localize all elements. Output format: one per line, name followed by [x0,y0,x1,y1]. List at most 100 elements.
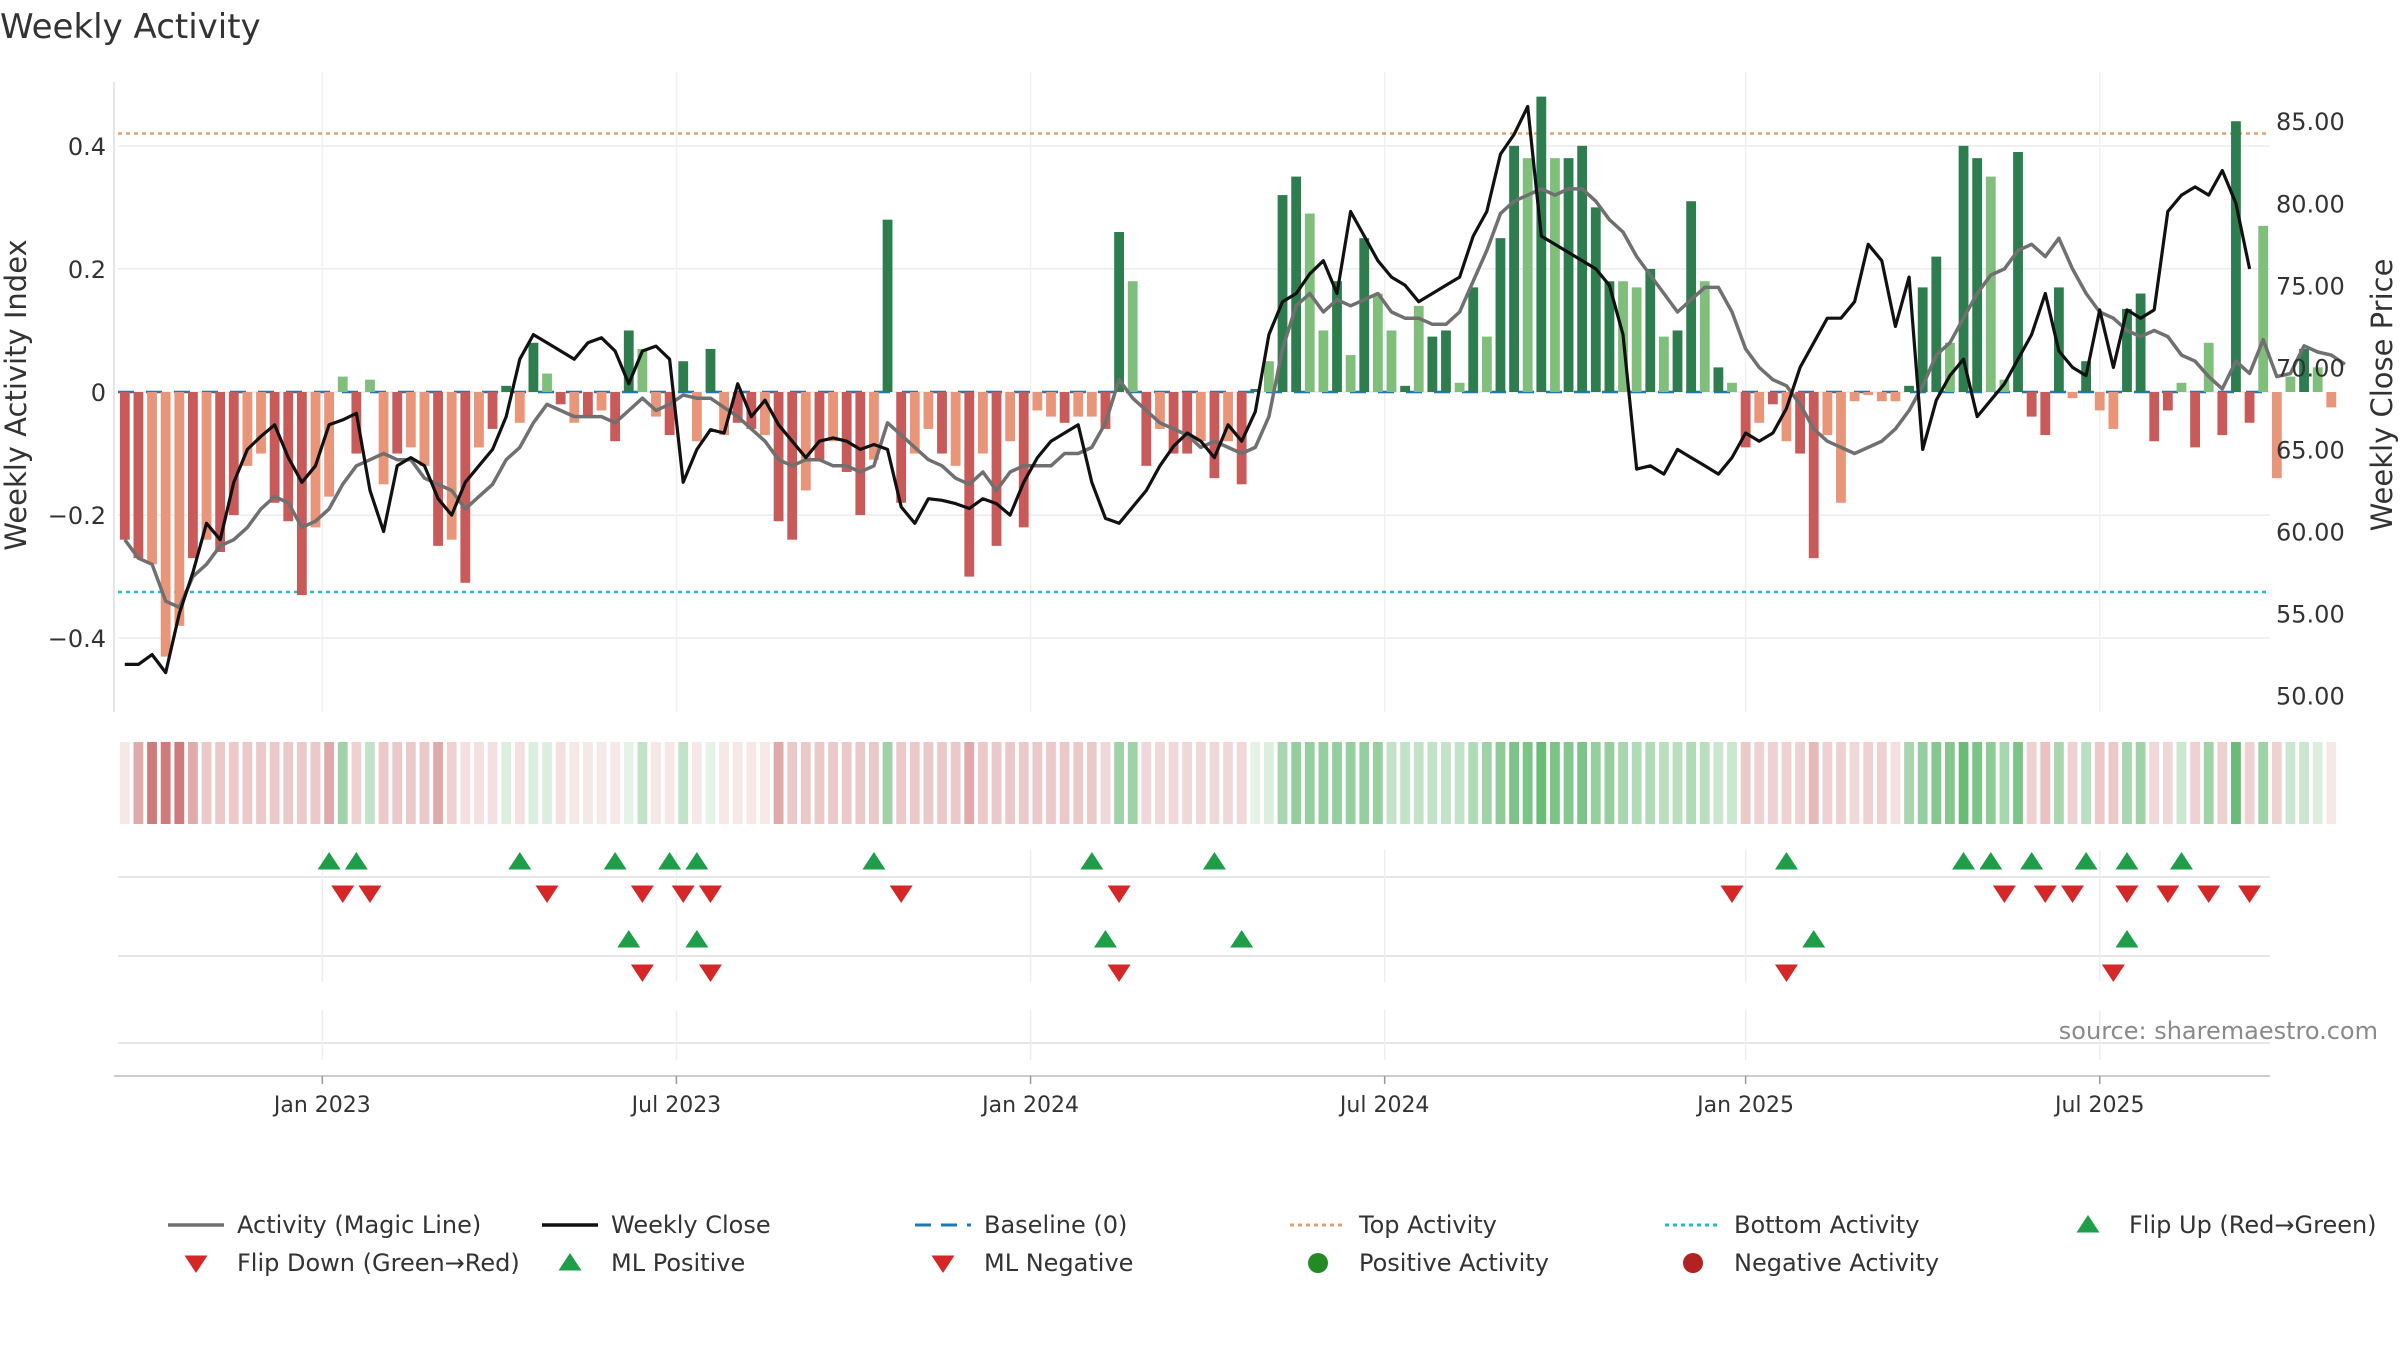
activity-bar [828,392,838,442]
activity-bar [800,392,811,491]
flip-down-marker [1992,885,2016,903]
x-tick-label: Jul 2023 [630,1093,722,1118]
activity-strip [119,742,2337,824]
strip-cell [1767,742,1778,824]
strip-cell [1168,742,1179,824]
legend-item: Baseline (0) [915,1211,1127,1239]
strip-cell [1454,742,1465,824]
activity-bar [160,392,171,657]
activity-bar [746,392,757,429]
activity-bar [201,392,212,540]
legend: Activity (Magic Line) Weekly Close Baselin… [168,1211,2377,1277]
legend-label: ML Positive [611,1249,745,1277]
activity-bar [1481,336,1492,392]
strip-cell [1441,742,1451,824]
strip-cell [1345,742,1356,824]
strip-cell [582,742,593,824]
strip-cell [1018,742,1029,824]
strip-cell [732,742,743,824]
strip-cell [1686,742,1697,824]
strip-cell [746,742,757,824]
strip-cell [705,742,716,824]
strip-cell [937,742,947,824]
activity-bar [1291,176,1302,392]
y-tick-label-right: 60.00 [2276,518,2345,546]
strip-cell [2312,742,2323,824]
activity-bar [1209,392,1220,479]
strip-cell [1195,742,1206,824]
strip-cell [1563,742,1574,824]
legend-label: Flip Down (Green→Red) [237,1249,520,1277]
activity-bar [487,392,498,429]
strip-cell [446,742,457,824]
strip-cell [378,742,389,824]
strip-cell [1972,742,1983,824]
activity-bar [228,392,239,516]
strip-cell [1236,742,1247,824]
source-text: source: sharemaestro.com [2059,1017,2378,1045]
activity-bar [1195,392,1206,442]
strip-cell [269,742,280,824]
y-tick-label-right: 55.00 [2276,601,2345,629]
activity-bar [991,392,1002,546]
activity-bar [119,392,130,540]
flip-up-marker [2115,852,2139,870]
y-tick-label-left: 0 [91,379,106,407]
flip-down-marker [331,885,355,903]
activity-bar [2176,382,2187,392]
ml-positive-marker [1230,930,1254,948]
strip-cell [1740,742,1751,824]
activity-bar [1863,392,1874,396]
legend-item: Weekly Close [542,1211,771,1239]
strip-cell [1250,742,1261,824]
x-axis: Jan 2023 Jul 2023 Jan 2024 Jul 2024 Jan 2025… [114,1075,2270,1118]
ml-negative-marker [1107,964,1131,982]
strip-cell [610,742,621,824]
activity-bar [2271,392,2282,479]
strip-cell [964,742,975,824]
activity-bar [1304,213,1315,392]
strip-cell [1604,742,1615,824]
strip-cell [1155,742,1165,824]
legend-item: Positive Activity [1308,1249,1549,1277]
activity-bar [1713,367,1724,392]
flip-down-marker [2238,885,2262,903]
legend-swatch-triangle-up [558,1253,582,1271]
activity-bar [937,392,947,454]
legend-swatch-triangle-up [2076,1215,2100,1233]
legend-item: Activity (Magic Line) [168,1211,481,1239]
strip-cell [787,742,798,824]
activity-bar [2326,392,2337,408]
activity-bar [1645,268,1656,392]
flip-down-marker [671,885,695,903]
strip-cell [991,742,1002,824]
activity-bar [256,392,266,454]
activity-bar [2108,392,2119,429]
activity-bar [514,392,525,423]
strip-cell [1618,742,1628,824]
strip-cell [1073,742,1084,824]
ml-negative-marker [698,964,722,982]
activity-bar [337,376,348,392]
strip-cell [1372,742,1383,824]
activity-bar [1046,392,1056,417]
activity-bar [1168,392,1179,454]
activity-bar [732,392,743,423]
activity-bar [1345,355,1356,392]
activity-bar [896,392,907,503]
activity-bar [174,392,185,626]
ml-negative-marker [2101,964,2125,982]
strip-cell [651,742,661,824]
activity-bar [1086,392,1097,417]
activity-bar [1522,158,1533,392]
activity-bar [1658,336,1669,392]
strip-cell [1822,742,1833,824]
flip-up-marker [685,852,709,870]
strip-cell [1917,742,1928,824]
activity-bar [460,392,471,583]
activity-bar [392,392,403,454]
strip-cell [1481,742,1492,824]
flip-down-marker [2033,885,2057,903]
strip-cell [1141,742,1152,824]
activity-bar [2190,392,2200,448]
